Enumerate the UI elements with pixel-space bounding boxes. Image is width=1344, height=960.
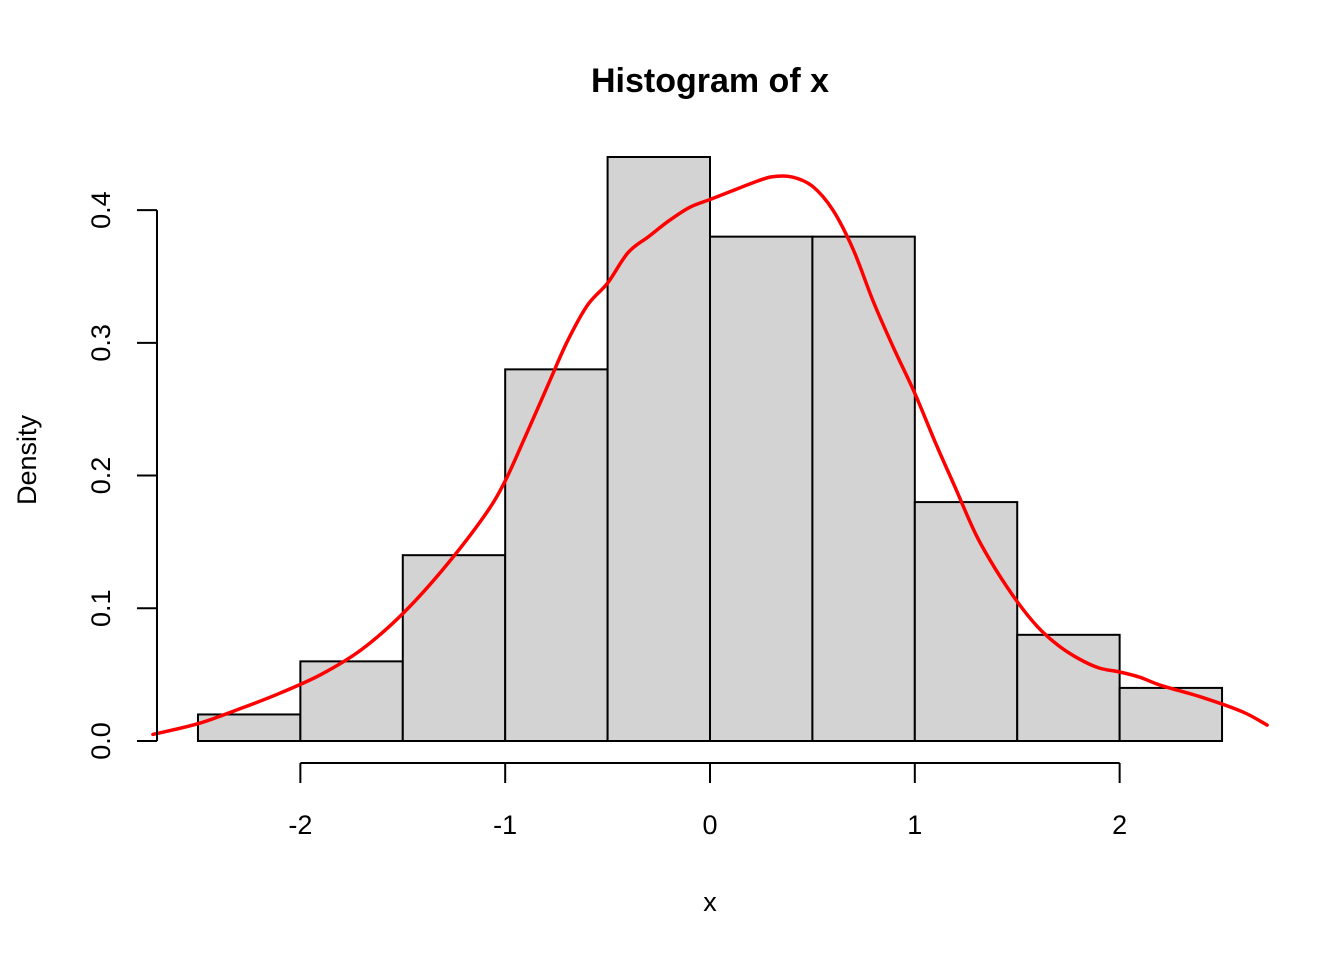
histogram-bar: [504, 368, 609, 742]
density-curve: [151, 174, 1269, 737]
histogram-bar: [606, 156, 711, 742]
x-tick-label: 1: [907, 810, 922, 840]
y-tick-label: 0.2: [86, 457, 116, 495]
y-axis-label: Density: [12, 414, 42, 505]
y-tick-label: 0.4: [86, 191, 116, 229]
x-tick-label: -2: [288, 810, 312, 840]
x-axis-label: x: [703, 887, 717, 917]
chart-title: Histogram of x: [591, 62, 829, 100]
x-tick-label: 2: [1112, 810, 1127, 840]
histogram-bar: [913, 501, 1019, 742]
y-tick-label: 0.3: [86, 324, 116, 362]
histogram-bar: [811, 235, 916, 743]
x-tick-label: 0: [702, 810, 717, 840]
x-tick-label: -1: [493, 810, 517, 840]
histogram-bar: [1118, 686, 1224, 743]
y-axis: 0.0 0.1 0.2 0.3 0.4: [86, 191, 158, 760]
x-axis: -2 -1 0 1 2: [288, 762, 1127, 840]
histogram-bar: [299, 660, 404, 743]
histogram-bar: [709, 235, 814, 743]
histogram-bar: [1016, 633, 1121, 742]
y-tick-label: 0.0: [86, 722, 116, 760]
histogram-bar: [401, 554, 507, 742]
y-tick-label: 0.1: [86, 589, 116, 627]
